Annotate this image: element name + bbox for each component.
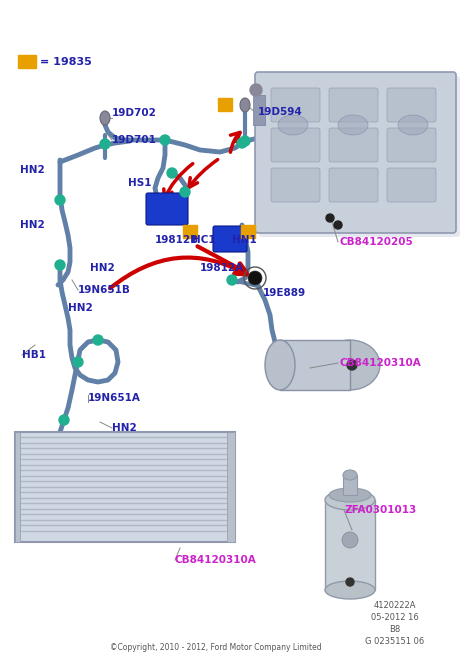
Circle shape: [346, 578, 354, 586]
Circle shape: [160, 135, 170, 145]
Circle shape: [237, 138, 247, 148]
Bar: [241, 225, 255, 238]
Circle shape: [326, 214, 334, 222]
FancyBboxPatch shape: [271, 128, 320, 162]
Ellipse shape: [338, 115, 368, 135]
FancyBboxPatch shape: [329, 128, 378, 162]
FancyBboxPatch shape: [146, 193, 188, 225]
Ellipse shape: [278, 115, 308, 135]
Circle shape: [100, 139, 110, 149]
Text: HN2: HN2: [20, 165, 45, 175]
Ellipse shape: [398, 115, 428, 135]
Circle shape: [227, 275, 237, 285]
Ellipse shape: [329, 488, 371, 502]
Circle shape: [73, 357, 83, 367]
Circle shape: [342, 532, 358, 548]
Circle shape: [248, 271, 262, 285]
Circle shape: [250, 84, 262, 96]
FancyBboxPatch shape: [387, 128, 436, 162]
Ellipse shape: [100, 111, 110, 125]
Text: HB1: HB1: [22, 350, 46, 360]
Text: 19D702: 19D702: [112, 108, 157, 118]
Text: 19N651B: 19N651B: [78, 285, 131, 295]
Bar: [253, 95, 265, 125]
Text: CB84120205: CB84120205: [340, 237, 414, 247]
Ellipse shape: [265, 340, 295, 390]
Circle shape: [55, 260, 65, 270]
Text: HN2: HN2: [90, 263, 115, 273]
Circle shape: [334, 221, 342, 229]
Text: HN1: HN1: [232, 235, 257, 245]
Text: HN2: HN2: [68, 303, 93, 313]
FancyBboxPatch shape: [271, 168, 320, 202]
Text: 4120222A: 4120222A: [374, 601, 416, 610]
FancyBboxPatch shape: [255, 72, 456, 233]
Bar: [183, 225, 197, 238]
FancyBboxPatch shape: [329, 168, 378, 202]
Ellipse shape: [343, 470, 357, 480]
Text: = 19835: = 19835: [40, 57, 92, 67]
FancyBboxPatch shape: [259, 76, 460, 237]
Circle shape: [240, 136, 250, 146]
Circle shape: [93, 335, 103, 345]
Text: 19D594: 19D594: [258, 107, 303, 117]
FancyBboxPatch shape: [387, 168, 436, 202]
Text: 19812A: 19812A: [200, 263, 244, 273]
Text: 19E889: 19E889: [263, 288, 306, 298]
Circle shape: [180, 187, 190, 197]
Text: ©Copyright, 2010 - 2012, Ford Motor Company Limited: ©Copyright, 2010 - 2012, Ford Motor Comp…: [110, 644, 322, 653]
Text: HC1: HC1: [192, 235, 216, 245]
Text: 19D701: 19D701: [112, 135, 157, 145]
Bar: [227, 432, 235, 542]
Ellipse shape: [325, 581, 375, 599]
FancyBboxPatch shape: [271, 88, 320, 122]
Ellipse shape: [240, 98, 250, 112]
Circle shape: [59, 415, 69, 425]
Text: HN2: HN2: [20, 220, 45, 230]
Ellipse shape: [325, 490, 375, 510]
Text: B8: B8: [389, 624, 401, 634]
Circle shape: [167, 168, 177, 178]
Bar: [18, 55, 36, 68]
Text: 19812B: 19812B: [155, 235, 199, 245]
Text: G 0235151 06: G 0235151 06: [365, 636, 425, 646]
Text: ZFA0301013: ZFA0301013: [345, 505, 417, 515]
Circle shape: [347, 360, 357, 370]
Text: 05-2012 16: 05-2012 16: [371, 612, 419, 622]
Text: CB84120310A: CB84120310A: [175, 555, 257, 565]
Circle shape: [55, 195, 65, 205]
Text: HN2: HN2: [112, 423, 137, 433]
Bar: [218, 98, 232, 111]
Bar: [325, 500, 375, 590]
Text: CB84120310A: CB84120310A: [340, 358, 422, 368]
FancyBboxPatch shape: [387, 88, 436, 122]
FancyBboxPatch shape: [329, 88, 378, 122]
Bar: [15, 432, 20, 542]
Text: 19N651A: 19N651A: [88, 393, 141, 403]
FancyBboxPatch shape: [15, 432, 235, 542]
Ellipse shape: [320, 340, 380, 390]
Bar: [343, 475, 357, 495]
FancyBboxPatch shape: [213, 226, 247, 252]
Text: HS1: HS1: [128, 178, 152, 188]
Polygon shape: [280, 340, 350, 390]
